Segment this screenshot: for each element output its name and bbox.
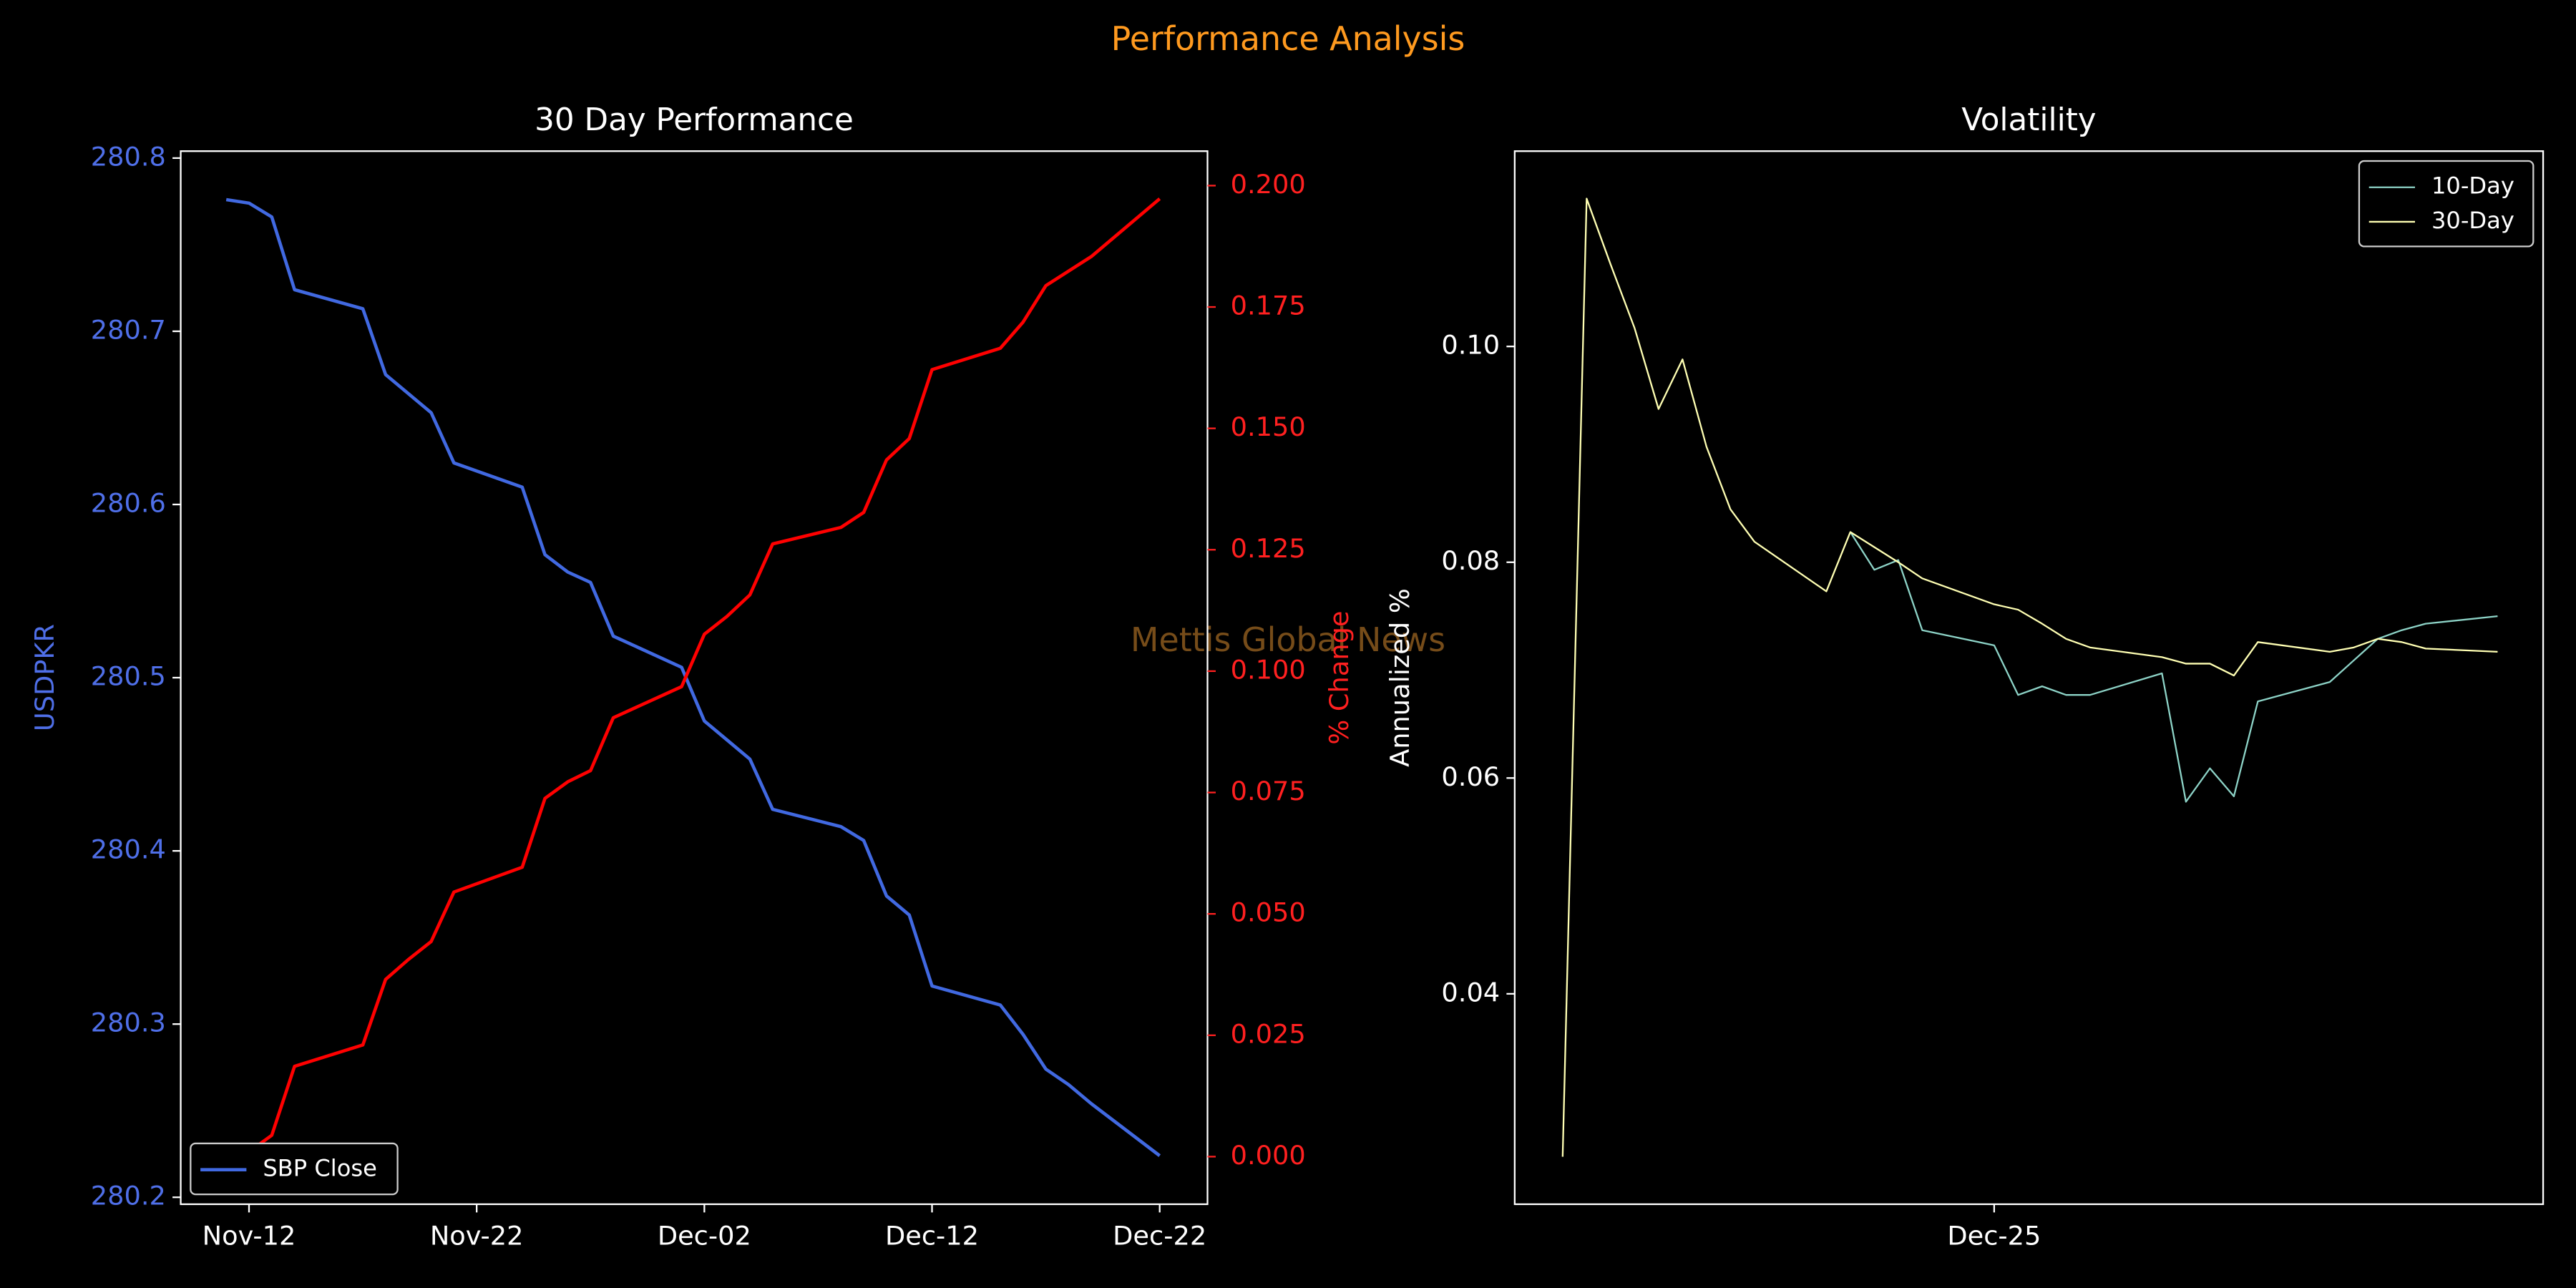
y-tick-label: 280.2 xyxy=(91,1181,166,1211)
y-tick-label: 0.06 xyxy=(1441,761,1500,792)
y-tick-label: 280.7 xyxy=(91,314,166,345)
series-line xyxy=(225,197,1161,1158)
figure-title: Performance Analysis xyxy=(1111,19,1465,58)
y2-tick-label: 0.075 xyxy=(1231,776,1306,806)
chart-title: 30 Day Performance xyxy=(535,102,854,138)
y2-tick-label: 0.125 xyxy=(1231,533,1306,564)
y-tick-label: 0.08 xyxy=(1441,545,1500,576)
y-tick-label: 0.04 xyxy=(1441,977,1500,1008)
y2-tick-label: 0.175 xyxy=(1231,291,1306,321)
y-tick-label: 280.4 xyxy=(91,834,166,865)
watermark: Mettis Global News xyxy=(1131,620,1445,659)
series-line xyxy=(225,197,1161,1157)
x-tick-label: Dec-02 xyxy=(658,1220,751,1251)
plot-frame xyxy=(1513,150,2545,1206)
x-tick-label: Dec-12 xyxy=(885,1220,979,1251)
legend-label: 30-Day xyxy=(2431,207,2514,234)
x-tick-label: Nov-22 xyxy=(430,1220,524,1251)
y-tick-label: 280.6 xyxy=(91,488,166,519)
series-line xyxy=(1849,531,2498,803)
y2-tick-label: 0.050 xyxy=(1231,897,1306,928)
series-line xyxy=(1561,197,2498,1157)
x-tick-label: Dec-25 xyxy=(1947,1220,2041,1251)
chart-title: Volatility xyxy=(1961,102,2096,138)
y-tick-label: 0.10 xyxy=(1441,330,1500,361)
y-axis-label: Annualized % xyxy=(1385,588,1415,767)
y2-tick-label: 0.000 xyxy=(1231,1140,1306,1171)
legend-label: 10-Day xyxy=(2431,172,2514,200)
y-tick-label: 280.8 xyxy=(91,141,166,172)
y2-axis-label: % Change xyxy=(1324,610,1355,744)
legend-label: SBP Close xyxy=(263,1155,377,1182)
x-tick-label: Nov-12 xyxy=(203,1220,296,1251)
legend-box xyxy=(2358,160,2534,248)
y2-tick-label: 0.025 xyxy=(1231,1018,1306,1049)
y-tick-label: 280.3 xyxy=(91,1008,166,1038)
y-axis-label: USDPKR xyxy=(29,624,60,731)
y2-tick-label: 0.150 xyxy=(1231,411,1306,442)
y-tick-label: 280.5 xyxy=(91,661,166,692)
x-tick-label: Dec-22 xyxy=(1113,1220,1206,1251)
y2-tick-label: 0.200 xyxy=(1231,169,1306,200)
legend-box xyxy=(190,1142,399,1196)
y2-tick-label: 0.100 xyxy=(1231,654,1306,685)
